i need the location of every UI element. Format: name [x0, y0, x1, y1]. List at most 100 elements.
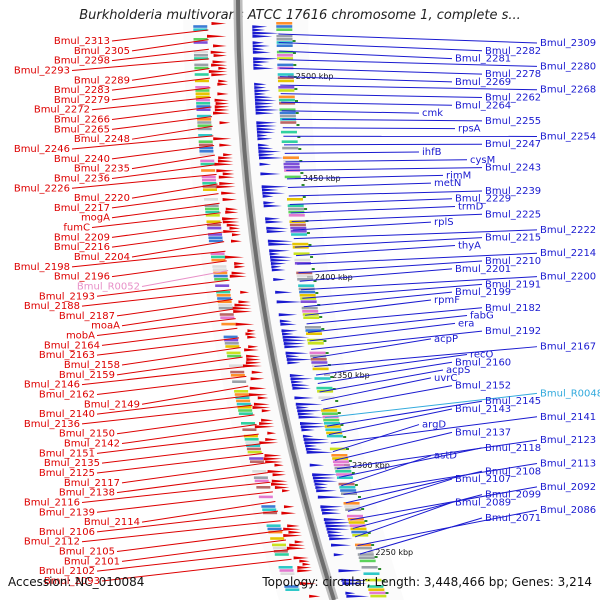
right-gene-arrow — [258, 146, 274, 150]
right-gene-label: Bmul_2222 — [540, 225, 596, 236]
right-gene-arrow — [253, 66, 275, 70]
right-label-leader — [282, 127, 456, 130]
right-gene-arrow — [323, 518, 346, 521]
left-gene-label: Bmul_2162 — [39, 389, 95, 400]
left-gene-arrow — [211, 73, 228, 77]
cog-stripe — [300, 300, 317, 303]
left-gene-arrow — [289, 543, 306, 547]
left-label-leader — [111, 164, 216, 179]
cog-stripe — [208, 233, 223, 236]
right-label-leader — [341, 455, 432, 487]
cog-stripe — [343, 502, 360, 505]
cog-stripe — [205, 214, 220, 217]
cog-stripe — [214, 278, 229, 281]
right-gene-arrow — [286, 358, 314, 361]
cog-stripe — [304, 326, 321, 329]
left-gene-arrow — [245, 332, 257, 336]
cog-stripe — [288, 207, 305, 211]
right-gene-label: Bmul_2200 — [540, 272, 596, 283]
cog-stripe — [276, 38, 293, 41]
left-label-leader — [121, 462, 266, 484]
cog-stripe — [205, 210, 220, 214]
minor-tick — [348, 460, 352, 462]
left-gene-label: Bmul_2246 — [14, 144, 70, 155]
left-gene-arrow — [242, 364, 262, 368]
cog-stripe — [368, 588, 385, 591]
left-gene-label: mobA — [66, 331, 95, 342]
cog-stripe — [196, 114, 211, 118]
left-gene-arrow — [233, 310, 253, 313]
cog-stripe — [340, 489, 357, 492]
left-gene-arrow — [254, 425, 275, 429]
cog-stripe — [290, 230, 307, 233]
right-label-leader — [294, 237, 483, 248]
right-label-leader — [352, 494, 483, 529]
right-gene-arrow — [329, 537, 353, 541]
right-gene-arrow — [296, 406, 309, 409]
right-gene-arrow — [270, 255, 293, 259]
cog-stripe — [276, 28, 293, 31]
cog-stripe — [293, 252, 310, 255]
cog-stripe — [254, 479, 269, 483]
cog-stripe — [253, 476, 268, 479]
right-gene-label: Bmul_2192 — [485, 326, 541, 337]
cog-stripe — [310, 354, 327, 358]
left-label-leader — [131, 125, 213, 140]
left-label-leader — [96, 395, 251, 415]
left-label-leader — [71, 250, 226, 268]
cog-stripe — [227, 354, 242, 358]
cog-stripe — [238, 412, 253, 415]
right-label-leader — [284, 151, 420, 154]
cog-stripe — [300, 297, 317, 300]
minor-tick — [308, 244, 312, 246]
cog-stripe — [213, 274, 228, 278]
cog-stripe — [262, 508, 277, 511]
right-gene-arrow — [312, 476, 336, 480]
cog-stripe — [303, 316, 320, 319]
cog-stripe — [217, 297, 232, 300]
left-gene-arrow — [214, 162, 234, 166]
cog-stripe — [276, 34, 293, 38]
right-label-leader — [279, 67, 483, 75]
cog-stripe — [311, 361, 328, 364]
left-gene-arrow — [231, 271, 247, 275]
cog-stripe — [298, 284, 315, 287]
left-gene-label: Bmul_2272 — [34, 105, 90, 116]
left-label-leader — [91, 212, 221, 229]
right-gene-arrow — [256, 127, 276, 131]
cog-stripe — [219, 313, 234, 316]
right-gene-label: cmk — [422, 108, 443, 119]
scale-tick-label: 2350 kbp — [332, 371, 370, 380]
left-label-leader — [116, 414, 255, 435]
left-gene-label: Bmul_2236 — [54, 173, 110, 184]
left-gene-arrow — [257, 396, 269, 400]
cog-stripe — [321, 412, 338, 415]
cog-stripe — [198, 140, 213, 143]
left-gene-arrow — [214, 98, 229, 102]
cog-stripe — [236, 402, 251, 406]
left-gene-arrow — [214, 105, 230, 109]
right-gene-arrow — [292, 386, 312, 390]
left-gene-label: Bmul_2125 — [39, 468, 95, 479]
minor-tick — [357, 496, 361, 498]
minor-tick — [292, 40, 296, 42]
left-gene-arrow — [213, 137, 232, 141]
left-gene-arrow — [208, 70, 228, 73]
cog-stripe — [266, 524, 281, 527]
minor-tick — [310, 256, 314, 258]
left-gene-arrow — [211, 63, 228, 67]
left-gene-label: fumC — [63, 223, 90, 234]
cog-stripe — [276, 22, 293, 25]
right-gene-arrow — [253, 57, 280, 61]
right-label-leader — [311, 330, 483, 350]
right-gene-label: argD — [422, 420, 446, 431]
left-gene-label: Bmul_2226 — [14, 183, 70, 194]
cog-stripe — [195, 89, 210, 92]
left-label-leader — [111, 87, 211, 101]
right-gene-arrow — [315, 486, 328, 489]
left-gene-arrow — [215, 185, 236, 189]
right-gene-label: rpmF — [434, 295, 460, 306]
left-gene-arrow — [274, 486, 290, 489]
cog-stripe — [285, 588, 300, 591]
